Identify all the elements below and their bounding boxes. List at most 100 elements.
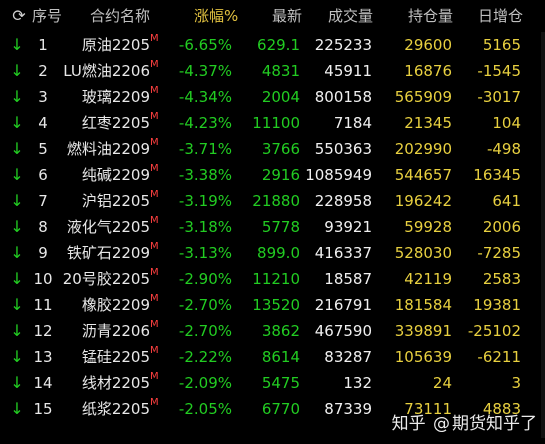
- change-pct: -2.70%: [178, 296, 232, 314]
- col-header-open-interest[interactable]: 持仓量: [408, 7, 454, 25]
- daily-oi-change: 4883: [482, 400, 521, 418]
- down-arrow-icon: ↓: [10, 139, 24, 158]
- down-arrow-icon: ↓: [10, 321, 24, 340]
- row-index: 4: [38, 114, 48, 132]
- row-index: 2: [38, 62, 48, 80]
- contract-name: 燃料油2209: [66, 140, 150, 158]
- daily-oi-change: -6211: [477, 348, 521, 366]
- open-interest: 528030: [394, 244, 452, 262]
- table-row[interactable]: ↓ 8 液化气2205 M -3.18% 5778 93921 59928 2006: [0, 214, 545, 240]
- main-contract-flag: M: [150, 371, 159, 382]
- last-price: 629.1: [257, 36, 300, 54]
- table-row[interactable]: ↓ 15 纸浆2205 M -2.05% 6770 87339 73111 4883: [0, 396, 545, 422]
- open-interest: 73111: [404, 400, 452, 418]
- table-row[interactable]: ↓ 6 纯碱2209 M -3.38% 2916 1085949 544657 16345: [0, 162, 545, 188]
- open-interest: 24: [432, 374, 452, 392]
- main-contract-flag: M: [150, 319, 159, 330]
- table-row[interactable]: ↓ 7 沪铝2205 M -3.19% 21880 228958 196242 641: [0, 188, 545, 214]
- last-price: 2004: [261, 88, 300, 106]
- quote-table: ⟳ 序号 合约名称 涨幅% 最新 成交量 持仓量 日增仓 ↓ 1 原油2205 M -6…: [0, 0, 545, 422]
- change-pct: -4.37%: [178, 62, 232, 80]
- open-interest: 565909: [394, 88, 452, 106]
- daily-oi-change: 19381: [473, 296, 521, 314]
- table-row[interactable]: ↓ 11 橡胶2209 M -2.70% 13520 216791 181584 19381: [0, 292, 545, 318]
- daily-oi-change: -3017: [477, 88, 521, 106]
- open-interest: 29600: [404, 36, 452, 54]
- watermark-at: @: [433, 414, 450, 434]
- row-index: 1: [38, 36, 48, 54]
- down-arrow-icon: ↓: [10, 165, 24, 184]
- row-index: 11: [33, 296, 53, 314]
- col-header-contract[interactable]: 合约名称: [90, 7, 151, 25]
- main-contract-flag: M: [150, 163, 159, 174]
- down-arrow-icon: ↓: [10, 347, 24, 366]
- contract-name: 铁矿石2209: [66, 244, 150, 262]
- contract-name: LU燃油2206: [63, 62, 150, 80]
- volume: 1085949: [305, 166, 372, 184]
- col-header-change-pct[interactable]: 涨幅%: [194, 7, 239, 25]
- volume: 225233: [314, 36, 372, 54]
- last-price: 3862: [261, 322, 300, 340]
- watermark-site: 知乎: [391, 414, 426, 434]
- change-pct: -2.22%: [178, 348, 232, 366]
- table-row[interactable]: ↓ 3 玻璃2209 M -4.34% 2004 800158 565909 -3017: [0, 84, 545, 110]
- contract-name: 锰硅2205: [81, 348, 150, 366]
- table-row[interactable]: ↓ 12 沥青2206 M -2.70% 3862 467590 339891 -25102: [0, 318, 545, 344]
- daily-oi-change: 16345: [473, 166, 521, 184]
- table-row[interactable]: ↓ 14 线材2205 M -2.09% 5475 132 24 3: [0, 370, 545, 396]
- down-arrow-icon: ↓: [10, 295, 24, 314]
- main-contract-flag: M: [150, 215, 159, 226]
- down-arrow-icon: ↓: [10, 243, 24, 262]
- table-row[interactable]: ↓ 1 原油2205 M -6.65% 629.1 225233 29600 5165: [0, 32, 545, 58]
- contract-name: 纸浆2205: [81, 400, 150, 418]
- table-row[interactable]: ↓ 5 燃料油2209 M -3.71% 3766 550363 202990 -498: [0, 136, 545, 162]
- open-interest: 202990: [394, 140, 452, 158]
- main-contract-flag: M: [150, 85, 159, 96]
- contract-name: 橡胶2209: [81, 296, 150, 314]
- daily-oi-change: -1545: [477, 62, 521, 80]
- daily-oi-change: 5165: [482, 36, 521, 54]
- table-row[interactable]: ↓ 10 20号胶2205 M -2.90% 11210 18587 42119 2583: [0, 266, 545, 292]
- row-index: 9: [38, 244, 48, 262]
- col-header-daily-oi-change[interactable]: 日增仓: [478, 7, 524, 25]
- open-interest: 339891: [394, 322, 452, 340]
- row-index: 7: [38, 192, 48, 210]
- volume: 416337: [314, 244, 372, 262]
- last-price: 2916: [261, 166, 300, 184]
- table-row[interactable]: ↓ 4 红枣2205 M -4.23% 11100 7184 21345 104: [0, 110, 545, 136]
- change-pct: -3.18%: [178, 218, 232, 236]
- down-arrow-icon: ↓: [10, 35, 24, 54]
- down-arrow-icon: ↓: [10, 61, 24, 80]
- row-index: 15: [33, 400, 53, 418]
- down-arrow-icon: ↓: [10, 217, 24, 236]
- col-header-volume[interactable]: 成交量: [328, 7, 374, 25]
- open-interest: 42119: [404, 270, 452, 288]
- last-price: 21880: [252, 192, 300, 210]
- last-price: 6770: [261, 400, 300, 418]
- last-price: 11210: [252, 270, 300, 288]
- col-header-last-price[interactable]: 最新: [272, 7, 303, 25]
- open-interest: 196242: [394, 192, 452, 210]
- down-arrow-icon: ↓: [10, 87, 24, 106]
- change-pct: -3.13%: [178, 244, 232, 262]
- table-row[interactable]: ↓ 13 锰硅2205 M -2.22% 8614 83287 105639 -6211: [0, 344, 545, 370]
- row-index: 8: [38, 218, 48, 236]
- main-contract-flag: M: [150, 397, 159, 408]
- contract-name: 20号胶2205: [62, 270, 150, 288]
- refresh-icon[interactable]: ⟳: [12, 6, 26, 25]
- row-index: 10: [33, 270, 53, 288]
- watermark: 知乎 @ 期货知乎了: [392, 409, 537, 434]
- last-price: 3766: [261, 140, 300, 158]
- table-header: ⟳ 序号 合约名称 涨幅% 最新 成交量 持仓量 日增仓: [0, 0, 545, 32]
- table-row[interactable]: ↓ 9 铁矿石2209 M -3.13% 899.0 416337 528030 -7285: [0, 240, 545, 266]
- change-pct: -4.23%: [178, 114, 232, 132]
- scrollbar[interactable]: [541, 32, 545, 438]
- open-interest: 21345: [404, 114, 452, 132]
- table-row[interactable]: ↓ 2 LU燃油2206 M -4.37% 4831 45911 16876 -1545: [0, 58, 545, 84]
- down-arrow-icon: ↓: [10, 399, 24, 418]
- col-header-index[interactable]: 序号: [32, 7, 63, 25]
- main-contract-flag: M: [150, 59, 159, 70]
- watermark-author: 期货知乎了: [452, 414, 537, 434]
- change-pct: -3.38%: [178, 166, 232, 184]
- volume: 228958: [314, 192, 372, 210]
